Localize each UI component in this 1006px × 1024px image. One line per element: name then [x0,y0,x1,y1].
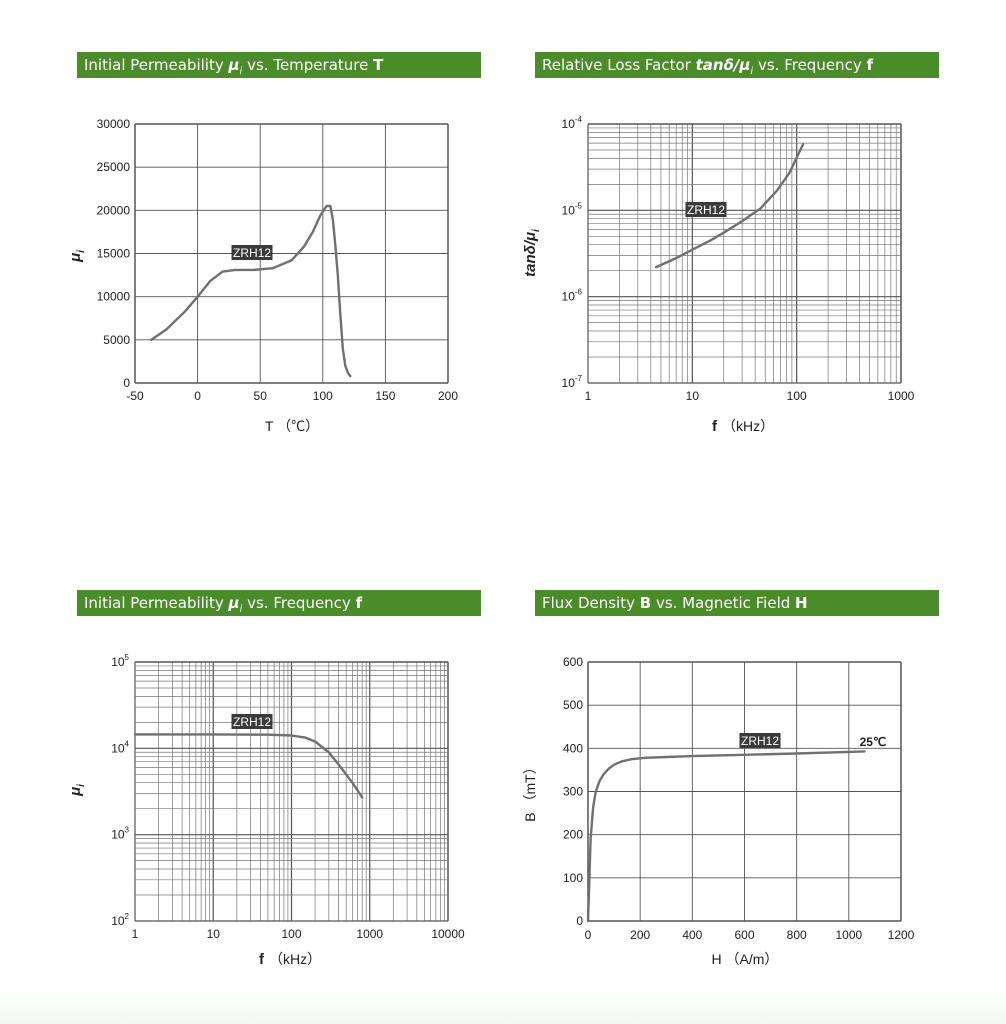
chart4-title-bold: H [795,594,808,612]
chart2-ytick-2: 10-5 [562,201,583,217]
chart2-title-pre: Relative Loss Factor [542,56,696,74]
chart1-title-mid: vs. Temperature [242,56,374,74]
chart1-xtick-5: 200 [438,389,458,403]
chart4-xtick-6: 1200 [888,928,915,942]
chart4-ylabel: B （mT） [522,760,538,821]
chart1-xlabel: T （℃） [265,418,319,434]
chart1-ylabel: μi [67,250,87,263]
chart3-xtick-4: 10000 [431,927,465,941]
chart3-xtick-1: 10 [207,927,221,941]
chart1-series-tag-bg [231,245,273,260]
chart4-temperature-annotation: 25℃ [860,735,887,749]
chart1-xtick-0: -50 [126,389,144,403]
chart1-title-sub: i [239,66,243,77]
chart4-series-tag-bg [739,733,781,748]
chart2-xtick-3: 1000 [888,389,915,403]
chart3-title-sub: i [239,604,243,615]
chart3-xtick-2: 100 [281,927,301,941]
chart4-title-banner: Flux Density B vs. Magnetic Field H [535,590,939,616]
chart1-ytick-2: 10000 [97,290,131,304]
chart1-series-tag: ZRH12 [233,246,271,260]
chart1-title-symbol: μ [228,56,240,74]
chart3-title-banner: Initial Permeability μi vs. Frequency f [77,590,481,616]
chart2-ytick-1: 10-6 [562,288,583,304]
chart4-xtick-1: 200 [630,928,650,942]
chart4-title-bold1: B [639,594,652,612]
chart1-ytick-6: 30000 [97,117,131,131]
chart4-xtick-5: 1000 [835,928,862,942]
chart2-series-zrh12 [655,143,805,269]
chart3-series-tag-bg [231,714,273,729]
chart2-xlabel-symbol: f [712,418,718,435]
chart4-ytick-1: 100 [563,871,583,885]
chart2-xtick-1: 10 [686,389,700,403]
chart3-xlabel: （kHz） [269,951,321,967]
chart3-title-symbol: μ [228,594,240,612]
chart2-title-symbol: tanδ/μ [695,56,751,74]
chart1-ytick-3: 15000 [97,247,131,261]
chart4-series-zrh12 [586,750,866,923]
chart3-series-tag: ZRH12 [233,715,271,729]
chart4-ytick-4: 400 [563,741,583,755]
chart4-xtick-2: 400 [682,928,702,942]
chart1-title-banner: Initial Permeability μi vs. Temperature … [77,52,481,78]
chart2-ylabel: tanδ/μi [522,229,542,277]
chart4-ytick-0: 0 [576,914,583,928]
chart1-xtick-1: 0 [194,389,201,403]
chart2-ytick-3: 10-4 [562,115,583,131]
chart3-ytick-0: 102 [111,912,129,928]
chart4-ytick-5: 500 [563,698,583,712]
chart3-ytick-3: 105 [111,653,129,669]
chart4-title-pre: Flux Density [542,594,640,612]
chart1-xtick-4: 150 [375,389,395,403]
chart4-ytick-3: 300 [563,785,583,799]
chart2-xlabel: （kHz） [722,418,774,434]
chart2-ytick-0: 10-7 [562,374,583,390]
chart2-title-bold: f [866,56,873,74]
chart1-series-zrh12 [150,204,352,378]
chart2-title-mid: vs. Frequency [753,56,867,74]
chart3-title-mid: vs. Frequency [242,594,356,612]
chart4-ytick-2: 200 [563,828,583,842]
chart4-series-tag: ZRH12 [741,734,779,748]
chart2-xtick-2: 100 [787,389,807,403]
chart3-xtick-3: 1000 [356,927,383,941]
chart3-title-bold: f [355,594,363,612]
chart2-series-tag-bg [685,202,727,217]
chart1-ytick-1: 5000 [103,333,130,347]
chart1-title-pre: Initial Permeability [84,56,229,74]
chart2-xtick-0: 1 [585,389,592,403]
chart4-xlabel: H （A/m） [712,951,779,967]
chart3-ytick-1: 103 [111,826,129,842]
chart1-ytick-4: 20000 [97,203,131,217]
chart4-xtick-3: 600 [734,928,754,942]
chart3-title-pre: Initial Permeability [84,594,229,612]
bottom-decoration [0,990,1006,1024]
chart1-ytick-5: 25000 [97,160,131,174]
chart3-series-zrh12 [133,733,364,799]
chart3-xtick-0: 1 [132,927,139,941]
chart3-xlabel-symbol: f [259,951,265,968]
chart2-series-tag: ZRH12 [687,203,725,217]
chart1-ytick-0: 0 [123,376,130,390]
chart3-ylabel: μi [67,784,87,797]
chart4-xtick-4: 800 [787,928,807,942]
chart4-ytick-6: 600 [563,655,583,669]
chart3-ytick-2: 104 [111,739,129,755]
chart4-xtick-0: 0 [585,928,592,942]
chart2-title-banner: Relative Loss Factor tanδ/μi vs. Frequen… [535,52,939,78]
chart1-xtick-2: 50 [254,389,268,403]
chart1-title-bold: T [373,56,384,74]
chart1-xtick-3: 100 [313,389,333,403]
chart2-title-sub: i [750,66,754,77]
chart4-title-mid: vs. Magnetic Field [651,594,796,612]
